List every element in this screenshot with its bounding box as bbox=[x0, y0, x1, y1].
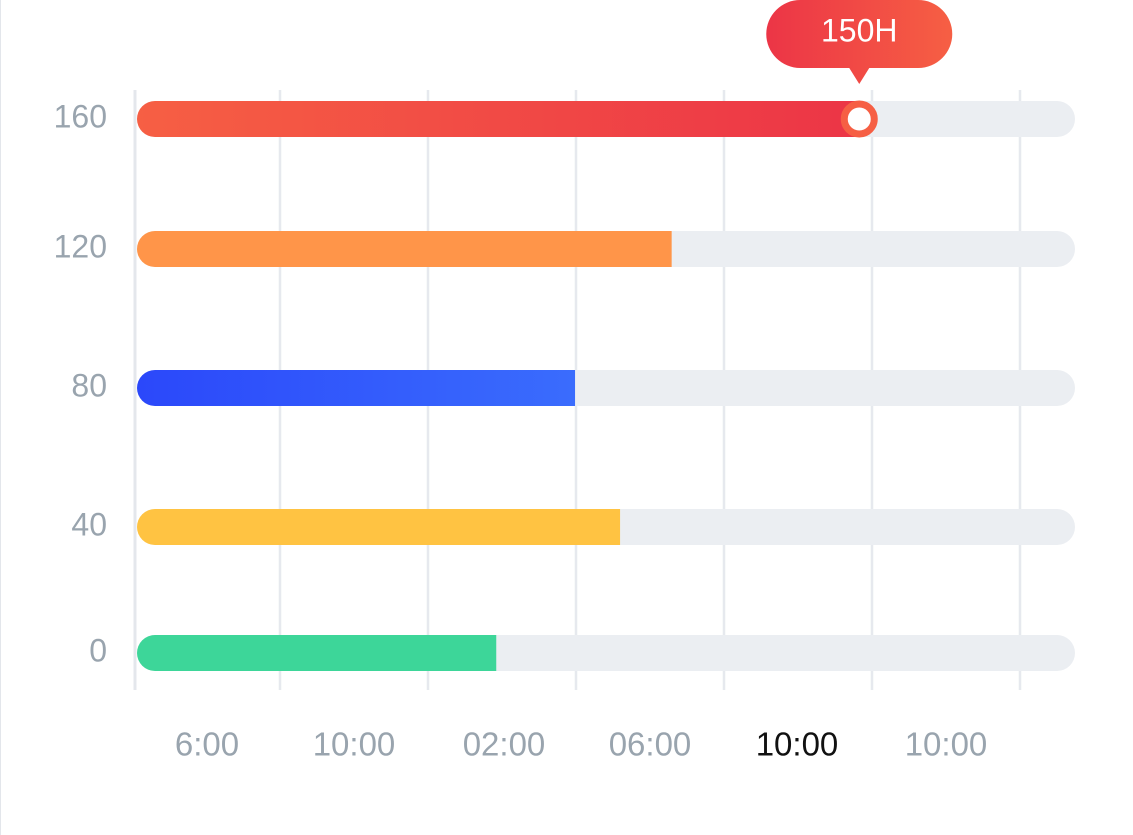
y-tick-label: 40 bbox=[71, 506, 107, 542]
bar-80[interactable] bbox=[137, 370, 576, 406]
bar-0[interactable] bbox=[137, 635, 497, 671]
y-tick-label: 80 bbox=[71, 367, 107, 403]
y-tick-label: 160 bbox=[54, 98, 107, 134]
y-tick-label: 120 bbox=[54, 228, 107, 264]
left-edge-line bbox=[0, 0, 1, 835]
bar-160[interactable] bbox=[137, 101, 860, 137]
bars bbox=[137, 101, 860, 671]
x-tick-label[interactable]: 10:00 bbox=[905, 726, 988, 763]
y-axis: 160 120 80 40 0 bbox=[54, 98, 107, 668]
x-tick-label[interactable]: 6:00 bbox=[175, 726, 239, 763]
x-tick-label[interactable]: 10:00 bbox=[756, 726, 839, 763]
tooltip-label: 150H bbox=[821, 12, 898, 48]
x-tick-label[interactable]: 06:00 bbox=[609, 726, 692, 763]
x-tick-label[interactable]: 02:00 bbox=[463, 726, 546, 763]
grid-lines bbox=[133, 90, 1022, 690]
tooltip-marker-handle[interactable] bbox=[840, 100, 878, 138]
bar-120[interactable] bbox=[137, 231, 672, 267]
y-tick-label: 0 bbox=[89, 632, 107, 668]
tooltip: 150H bbox=[766, 0, 953, 138]
tooltip-bubble bbox=[766, 0, 953, 84]
x-axis: 6:00 10:00 02:00 06:00 10:00 10:00 bbox=[175, 726, 987, 763]
x-tick-label[interactable]: 10:00 bbox=[313, 726, 396, 763]
bar-40[interactable] bbox=[137, 509, 621, 545]
